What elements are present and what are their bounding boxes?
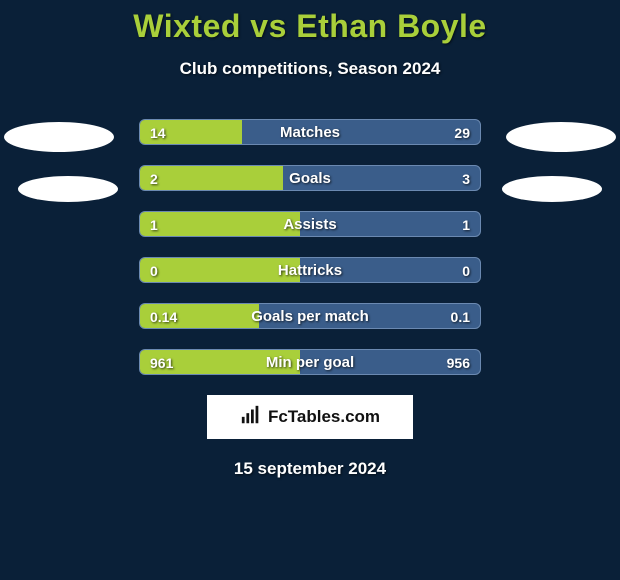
stat-value-left: 0.14 — [150, 304, 177, 329]
page-subtitle: Club competitions, Season 2024 — [0, 59, 620, 79]
stat-value-right: 0 — [462, 258, 470, 283]
stat-bar: 0 Hattricks 0 — [139, 257, 481, 283]
stat-value-left: 1 — [150, 212, 158, 237]
stat-bar: 1 Assists 1 — [139, 211, 481, 237]
player-right-badge-1 — [506, 122, 616, 152]
stat-label: Matches — [280, 120, 340, 145]
content-area: 14 Matches 29 2 Goals 3 1 Assists 1 0 Hattricks 0 0.… — [0, 119, 620, 479]
stat-label: Goals per match — [251, 304, 369, 329]
stat-label: Min per goal — [266, 350, 354, 375]
stat-bar-fill — [140, 258, 300, 282]
stat-bar: 2 Goals 3 — [139, 165, 481, 191]
brand-text: FcTables.com — [268, 407, 380, 427]
stat-bar: 14 Matches 29 — [139, 119, 481, 145]
stat-value-left: 0 — [150, 258, 158, 283]
date-text: 15 september 2024 — [0, 459, 620, 479]
brand-badge: FcTables.com — [207, 395, 413, 439]
page-title: Wixted vs Ethan Boyle — [0, 0, 620, 45]
stat-label: Goals — [289, 166, 331, 191]
stat-bars: 14 Matches 29 2 Goals 3 1 Assists 1 0 Hattricks 0 0.… — [139, 119, 481, 375]
comparison-card: Wixted vs Ethan Boyle Club competitions,… — [0, 0, 620, 580]
stat-bar: 961 Min per goal 956 — [139, 349, 481, 375]
player-left-badge-2 — [18, 176, 118, 202]
stat-value-left: 14 — [150, 120, 166, 145]
stat-value-left: 2 — [150, 166, 158, 191]
chart-icon — [240, 404, 262, 431]
stat-value-right: 0.1 — [451, 304, 470, 329]
stat-bar: 0.14 Goals per match 0.1 — [139, 303, 481, 329]
stat-value-left: 961 — [150, 350, 173, 375]
stat-value-right: 956 — [447, 350, 470, 375]
stat-label: Hattricks — [278, 258, 342, 283]
stat-value-right: 29 — [454, 120, 470, 145]
stat-bar-fill — [140, 212, 300, 236]
stat-label: Assists — [283, 212, 336, 237]
stat-bar-fill — [140, 166, 283, 190]
stat-value-right: 1 — [462, 212, 470, 237]
player-right-badge-2 — [502, 176, 602, 202]
player-left-badge-1 — [4, 122, 114, 152]
stat-value-right: 3 — [462, 166, 470, 191]
